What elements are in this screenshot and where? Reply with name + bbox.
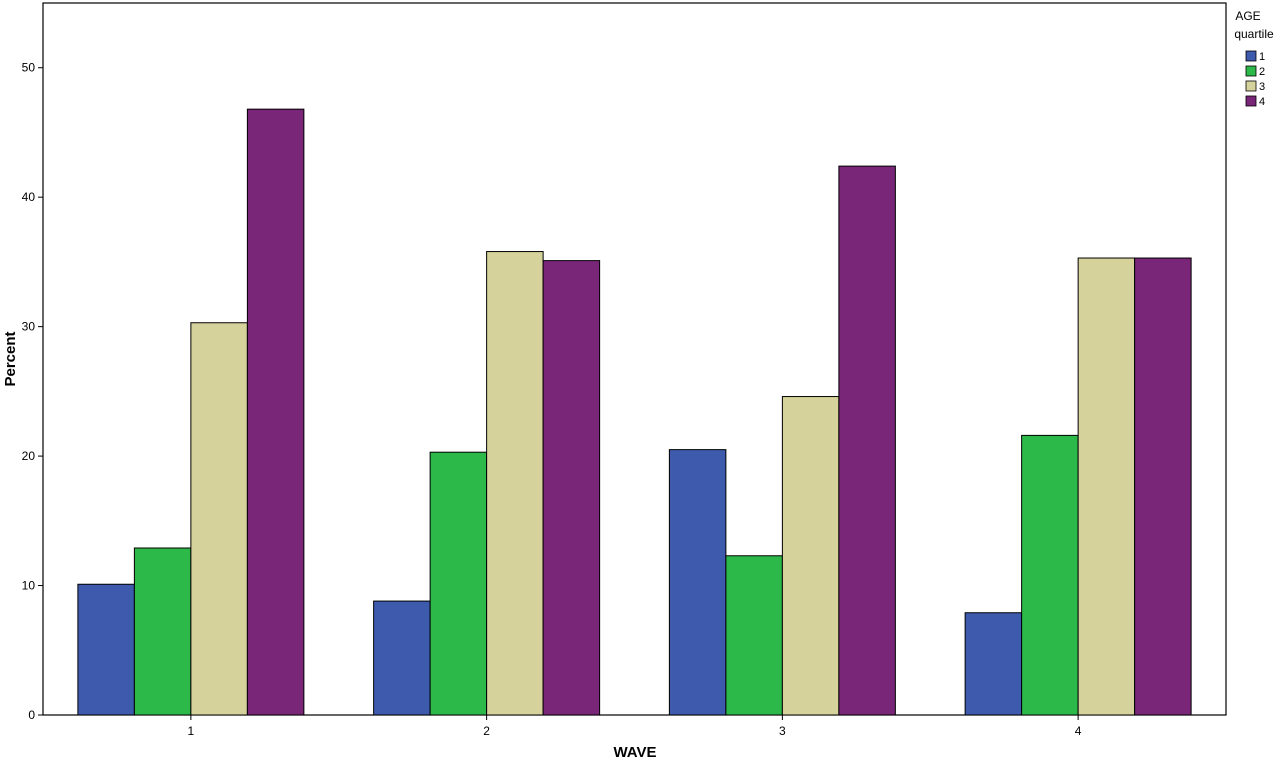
legend-label-1: 1 — [1259, 51, 1265, 63]
legend-label-3: 3 — [1259, 81, 1265, 93]
legend-swatch-2 — [1245, 65, 1257, 77]
legend-swatch-1 — [1245, 50, 1257, 62]
bar-wave2-quartile4 — [542, 260, 601, 716]
legend-title-line2: quartile — [1234, 27, 1274, 41]
bar-wave4-quartile4 — [1134, 257, 1192, 716]
y-tick-label: 30 — [22, 320, 36, 334]
bars-group — [77, 108, 1192, 716]
x-axis: 1 2 3 4 — [188, 715, 1082, 738]
bar-wave4-quartile2 — [1021, 434, 1079, 716]
x-tick-label: 4 — [1075, 724, 1082, 738]
y-tick-label: 10 — [22, 579, 36, 593]
bar-wave3-quartile3 — [781, 396, 840, 716]
bar-wave1-quartile4 — [246, 108, 305, 716]
bar-wave2-quartile2 — [429, 451, 488, 716]
legend-label-2: 2 — [1259, 66, 1265, 78]
y-axis-title: Percent — [2, 331, 19, 386]
x-tick-label: 3 — [779, 724, 786, 738]
y-tick-label: 0 — [28, 708, 35, 722]
bar-wave2-quartile3 — [486, 251, 544, 716]
y-tick-label: 20 — [22, 449, 36, 463]
legend-swatch-4 — [1245, 95, 1257, 107]
x-tick-label: 2 — [483, 724, 490, 738]
y-tick-label: 40 — [22, 190, 36, 204]
legend-title-line1: AGE — [1235, 9, 1260, 23]
x-axis-title: WAVE — [613, 744, 656, 761]
legend: AGE quartile 1 2 3 4 — [1234, 9, 1274, 108]
bar-wave3-quartile2 — [725, 555, 783, 716]
y-tick-label: 50 — [22, 61, 36, 75]
bar-wave1-quartile2 — [133, 547, 192, 716]
legend-swatch-3 — [1245, 80, 1257, 92]
x-tick-label: 1 — [188, 724, 195, 738]
bar-wave2-quartile1 — [373, 600, 431, 716]
legend-label-4: 4 — [1259, 96, 1265, 108]
bar-wave3-quartile4 — [838, 165, 896, 716]
bar-wave3-quartile1 — [668, 449, 727, 716]
bar-wave1-quartile3 — [190, 322, 248, 716]
bar-wave4-quartile1 — [964, 612, 1023, 716]
bar-wave1-quartile1 — [77, 583, 135, 716]
y-axis: 0 10 20 30 40 50 — [22, 61, 43, 722]
bar-wave4-quartile3 — [1077, 257, 1136, 716]
